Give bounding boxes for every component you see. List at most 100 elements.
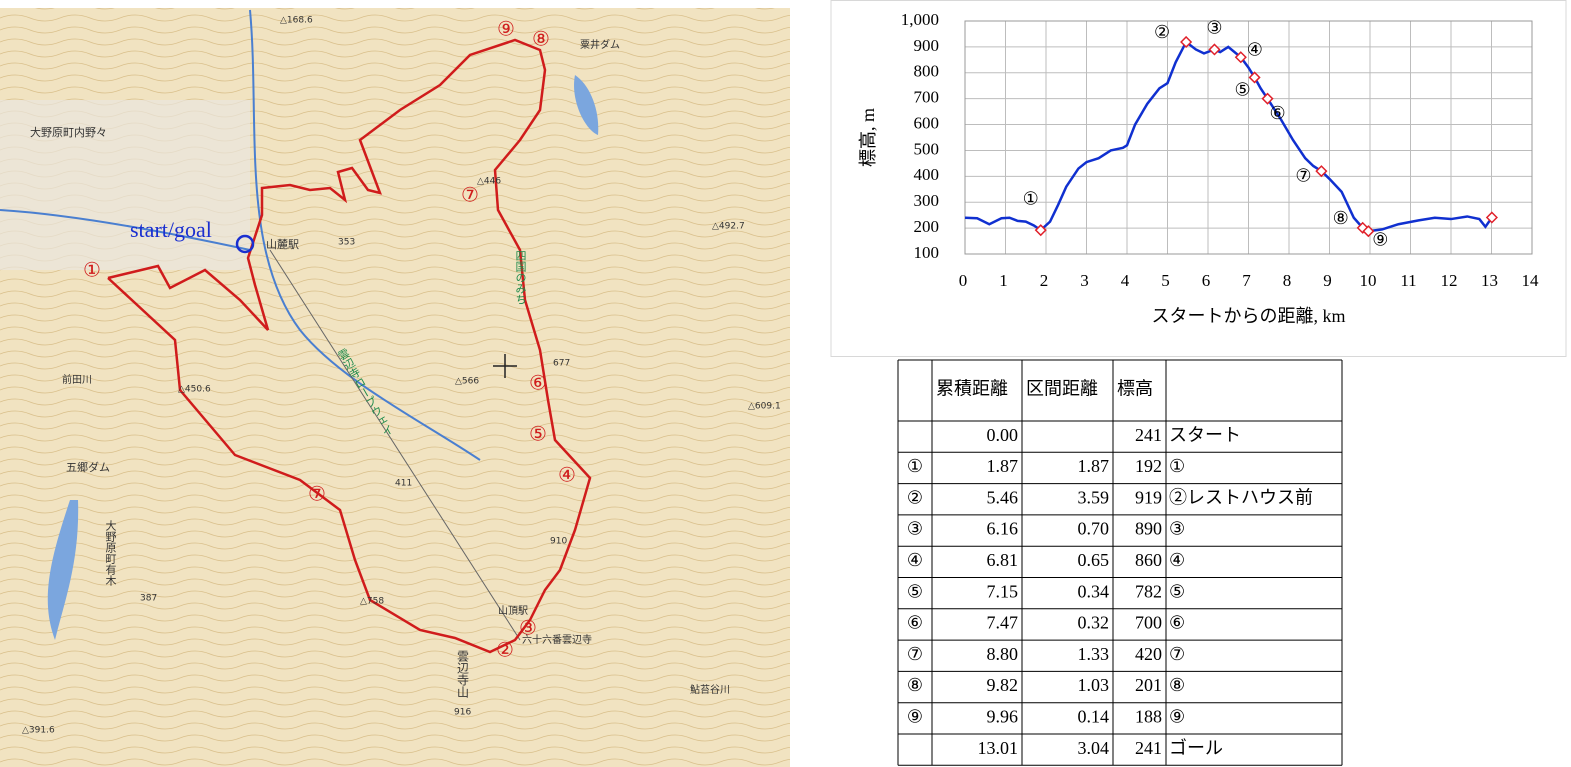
place-label: 山麓駅 xyxy=(266,238,299,251)
waypoint-marker xyxy=(1248,71,1261,84)
cumulative-distance: 5.46 xyxy=(987,487,1019,507)
note: ⑤ xyxy=(1169,581,1185,601)
x-tick-label: 0 xyxy=(959,271,968,290)
place-label: 五郷ダム xyxy=(66,460,110,474)
waypoint-marker xyxy=(1234,51,1247,64)
x-axis-title: スタートからの距離, km xyxy=(1151,306,1345,326)
y-tick-label: 800 xyxy=(914,62,940,81)
elevation: 919 xyxy=(1135,487,1162,507)
elevation: 241 xyxy=(1135,425,1162,445)
segment-distance: 0.14 xyxy=(1078,706,1110,726)
waypoint-label: ⑧ xyxy=(532,29,550,51)
annotation: ⑥ xyxy=(1269,103,1285,123)
map: start/goal xyxy=(0,8,790,767)
place-label: 六十六番雲辺寺 xyxy=(522,633,592,646)
place-label: △168.6 xyxy=(280,16,313,26)
cumulative-distance: 8.80 xyxy=(987,644,1019,664)
note: ⑥ xyxy=(1169,613,1185,633)
waypoint-label: ⑤ xyxy=(529,424,547,446)
column-header: 標高 xyxy=(1117,379,1153,399)
place-label: △446 xyxy=(477,177,501,187)
note: ⑧ xyxy=(1169,675,1185,695)
ropeway xyxy=(269,249,521,641)
column-header: 区間距離 xyxy=(1026,379,1098,399)
chart-frame xyxy=(830,0,1567,357)
x-tick-label: 9 xyxy=(1323,271,1332,290)
cumulative-distance: 7.47 xyxy=(987,613,1019,633)
column-header: 累積距離 xyxy=(936,379,1008,399)
cumulative-distance: 1.87 xyxy=(987,456,1019,476)
crosshair xyxy=(493,354,517,378)
x-tick-label: 6 xyxy=(1202,271,1211,290)
x-tick-label: 3 xyxy=(1080,271,1089,290)
place-label: △609.1 xyxy=(748,402,781,412)
note: スタート xyxy=(1169,425,1241,445)
lake xyxy=(574,75,599,135)
waypoint-marker xyxy=(1180,35,1193,49)
start-goal-marker xyxy=(235,234,255,254)
x-tick-label: 11 xyxy=(1400,271,1416,290)
place-label: 前田川 xyxy=(62,373,92,386)
note: ⑨ xyxy=(1169,706,1185,726)
place-label: 大野原町有木 xyxy=(104,519,117,587)
elevation: 782 xyxy=(1135,581,1162,601)
place-label: 411 xyxy=(395,479,412,489)
waypoint-label: ⑥ xyxy=(529,373,547,395)
waypoint-marker xyxy=(1034,224,1047,237)
x-tick-label: 13 xyxy=(1481,271,1498,290)
waypoint-label: ③ xyxy=(519,618,537,640)
place-label: 916 xyxy=(454,708,471,718)
segment-distance: 0.65 xyxy=(1078,550,1110,570)
waypoint-marker xyxy=(1315,165,1328,178)
river xyxy=(0,209,251,251)
lake xyxy=(47,500,79,640)
y-tick-label: 500 xyxy=(914,139,940,158)
y-tick-label: 200 xyxy=(914,217,940,236)
cumulative-distance: 6.16 xyxy=(987,519,1019,539)
segment-distance: 1.33 xyxy=(1078,644,1110,664)
row-mark: ③ xyxy=(907,519,923,539)
x-tick-label: 4 xyxy=(1121,271,1130,290)
elevation: 192 xyxy=(1135,456,1162,476)
segment-distance: 3.04 xyxy=(1078,738,1110,758)
place-label: 鮎苔谷川 xyxy=(690,683,730,696)
y-tick-label: 300 xyxy=(914,191,940,210)
cumulative-distance: 0.00 xyxy=(987,425,1019,445)
start-goal-label: start/goal xyxy=(130,217,212,242)
route xyxy=(107,38,592,654)
y-tick-label: 100 xyxy=(914,243,940,262)
place-label: △391.6 xyxy=(22,726,55,736)
annotation: ③ xyxy=(1206,18,1222,38)
x-tick-label: 2 xyxy=(1040,271,1049,290)
x-tick-label: 12 xyxy=(1441,271,1458,290)
y-tick-label: 400 xyxy=(914,165,940,184)
segment-distance: 3.59 xyxy=(1078,487,1110,507)
segment-distance: 1.87 xyxy=(1078,456,1110,476)
waypoint-label: ⑦ xyxy=(308,484,326,506)
x-tick-label: 10 xyxy=(1360,271,1377,290)
cumulative-distance: 6.81 xyxy=(987,550,1019,570)
elevation: 860 xyxy=(1135,550,1162,570)
row-mark: ⑨ xyxy=(907,706,923,726)
place-label: 910 xyxy=(550,537,567,547)
segment-distance: 0.70 xyxy=(1078,519,1110,539)
y-axis-title: 標高, m xyxy=(858,108,878,167)
x-tick-label: 7 xyxy=(1242,271,1251,290)
river xyxy=(249,9,481,461)
cumulative-distance: 9.82 xyxy=(987,675,1019,695)
note: ⑦ xyxy=(1169,644,1185,664)
note: ④ xyxy=(1169,550,1185,570)
place-label: 粟井ダム xyxy=(580,38,620,51)
waypoint-marker xyxy=(1485,211,1498,224)
x-tick-label: 14 xyxy=(1522,271,1540,290)
row-mark: ① xyxy=(907,456,923,476)
waypoint-label: ② xyxy=(496,640,514,662)
x-tick-label: 5 xyxy=(1161,271,1170,290)
y-tick-label: 700 xyxy=(914,88,940,107)
place-label: △758 xyxy=(360,597,384,607)
annotation: ⑦ xyxy=(1295,165,1311,185)
place-label: △450.6 xyxy=(178,385,211,395)
y-tick-label: 900 xyxy=(914,36,940,55)
